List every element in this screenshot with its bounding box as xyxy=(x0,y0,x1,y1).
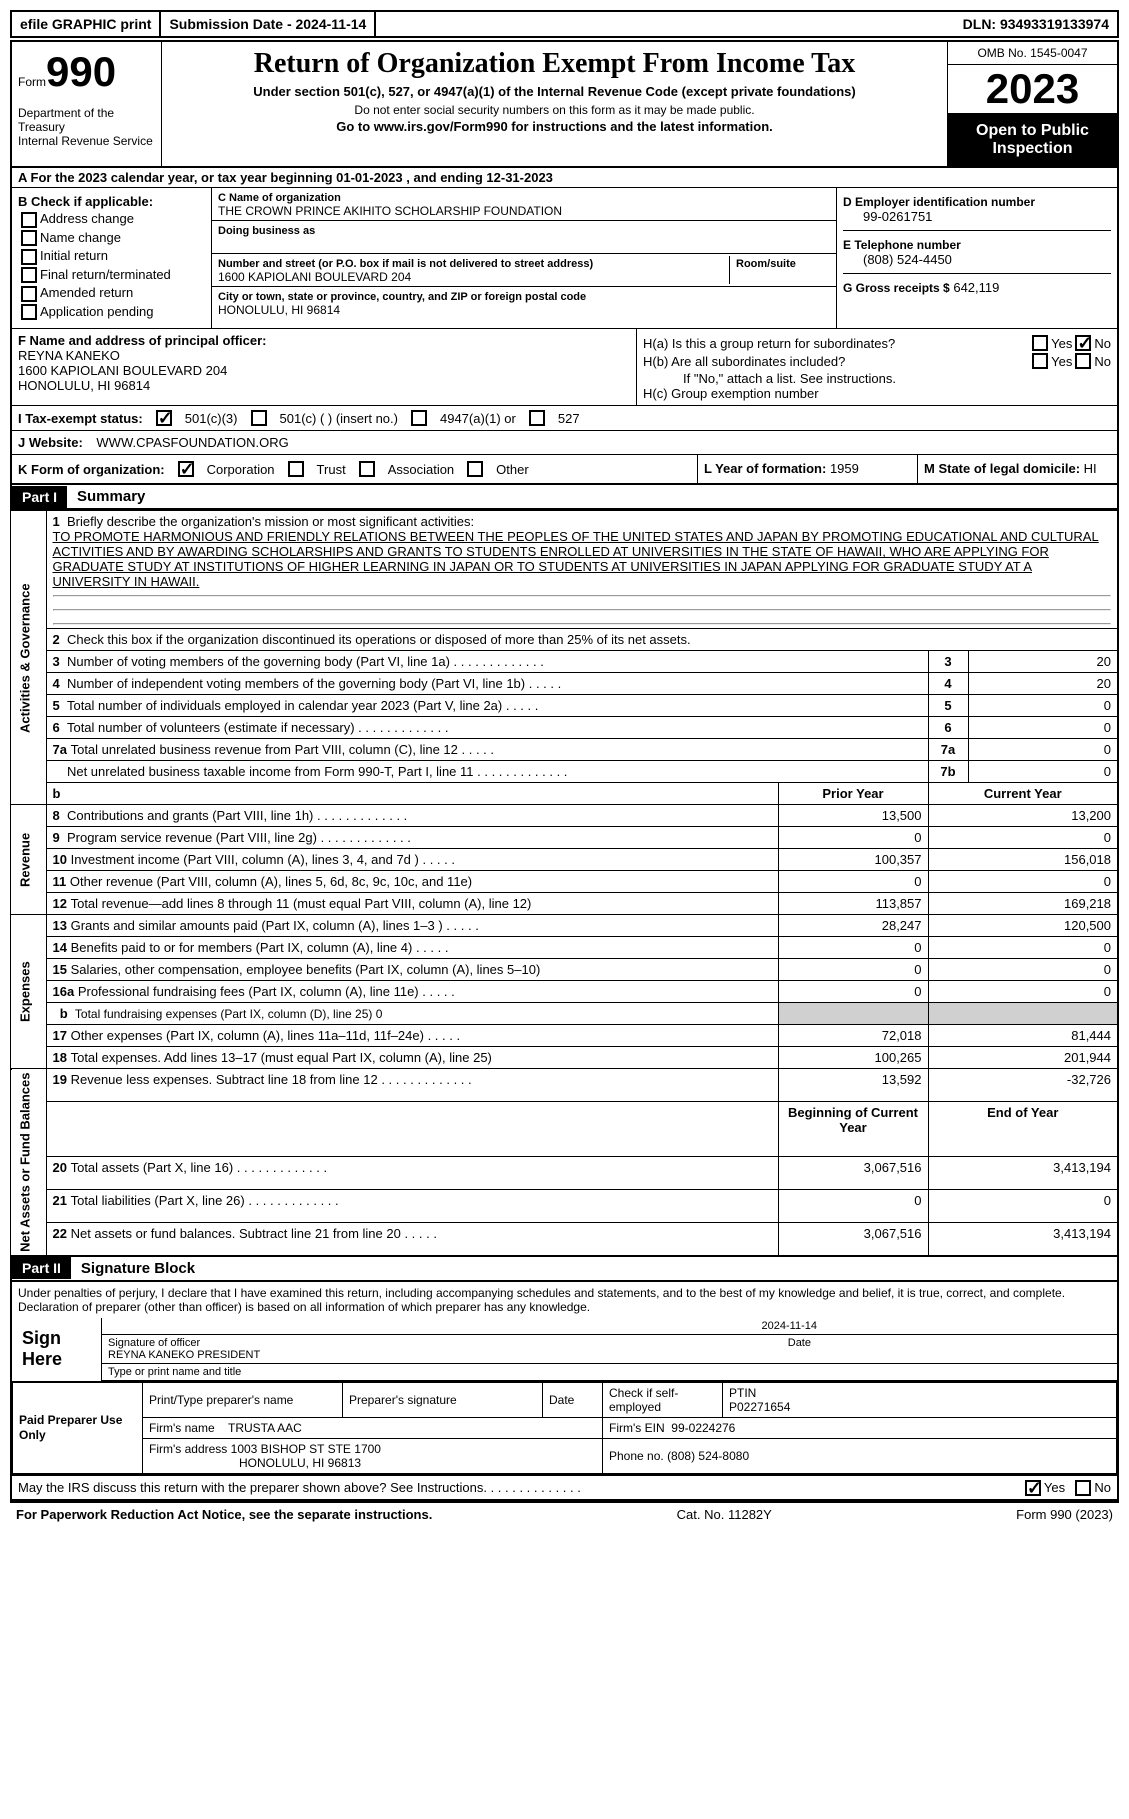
ptin: P02271654 xyxy=(729,1400,790,1414)
mission-text: TO PROMOTE HARMONIOUS AND FRIENDLY RELAT… xyxy=(53,529,1099,589)
submission-date: Submission Date - 2024-11-14 xyxy=(161,12,376,36)
omb-number: OMB No. 1545-0047 xyxy=(948,42,1117,65)
checkbox-hb-no[interactable] xyxy=(1075,353,1091,369)
checkbox-address-change[interactable] xyxy=(21,212,37,228)
checkbox-initial-return[interactable] xyxy=(21,249,37,265)
section-j: J Website: WWW.CPASFOUNDATION.ORG xyxy=(12,430,1117,454)
form-header: Form990 Department of the Treasury Inter… xyxy=(10,40,1119,168)
form-number: 990 xyxy=(46,48,116,95)
sidebar-expenses: Expenses xyxy=(11,915,46,1069)
val-3: 20 xyxy=(968,651,1118,673)
section-f: F Name and address of principal officer:… xyxy=(12,329,637,405)
firm-phone: (808) 524-8080 xyxy=(667,1449,749,1463)
checkbox-527[interactable] xyxy=(529,410,545,426)
val-5: 0 xyxy=(968,695,1118,717)
val-6: 0 xyxy=(968,717,1118,739)
form-title: Return of Organization Exempt From Incom… xyxy=(168,48,941,80)
checkbox-other[interactable] xyxy=(467,461,483,477)
val-7a: 0 xyxy=(968,739,1118,761)
checkbox-discuss-yes[interactable] xyxy=(1025,1480,1041,1496)
checkbox-trust[interactable] xyxy=(288,461,304,477)
section-i: I Tax-exempt status: 501(c)(3) 501(c) ( … xyxy=(12,405,1117,430)
form-subtitle-2: Do not enter social security numbers on … xyxy=(168,103,941,117)
ein: 99-0261751 xyxy=(843,209,932,224)
checkbox-ha-yes[interactable] xyxy=(1032,335,1048,351)
form-link: Go to www.irs.gov/Form990 for instructio… xyxy=(168,119,941,134)
summary-table: Activities & Governance 1 Briefly descri… xyxy=(10,510,1119,1256)
tax-year: 2023 xyxy=(948,65,1117,114)
paid-preparer-label: Paid Preparer Use Only xyxy=(13,1382,143,1473)
gross-receipts: 642,119 xyxy=(953,280,999,295)
officer-signature: REYNA KANEKO PRESIDENT xyxy=(108,1349,260,1361)
val-7b: 0 xyxy=(968,761,1118,783)
section-b-label: B Check if applicable: xyxy=(18,194,205,209)
top-bar: efile GRAPHIC print Submission Date - 20… xyxy=(10,10,1119,38)
sidebar-revenue: Revenue xyxy=(11,805,46,915)
section-b: B Check if applicable: Address change Na… xyxy=(12,188,212,328)
val-4: 20 xyxy=(968,673,1118,695)
street-address: 1600 KAPIOLANI BOULEVARD 204 xyxy=(218,270,411,284)
org-name: THE CROWN PRINCE AKIHITO SCHOLARSHIP FOU… xyxy=(218,204,562,218)
form-label: Form xyxy=(18,75,46,89)
city-state-zip: HONOLULU, HI 96814 xyxy=(218,303,340,317)
checkbox-name-change[interactable] xyxy=(21,230,37,246)
part-1-header: Part I xyxy=(12,486,67,508)
firm-name: TRUSTA AAC xyxy=(228,1421,302,1435)
checkbox-ha-no[interactable] xyxy=(1075,335,1091,351)
efile-label: efile GRAPHIC print xyxy=(12,12,161,36)
row-a-tax-year: A For the 2023 calendar year, or tax yea… xyxy=(12,168,1117,188)
inspection-label: Open to Public Inspection xyxy=(948,114,1117,166)
checkbox-application-pending[interactable] xyxy=(21,304,37,320)
checkbox-4947[interactable] xyxy=(411,410,427,426)
section-k: K Form of organization: Corporation Trus… xyxy=(12,455,697,483)
part-2-title: Signature Block xyxy=(71,1257,205,1280)
perjury-statement: Under penalties of perjury, I declare th… xyxy=(12,1282,1117,1318)
preparer-table: Paid Preparer Use Only Print/Type prepar… xyxy=(12,1382,1117,1474)
officer-name: REYNA KANEKO xyxy=(18,348,120,363)
checkbox-discuss-no[interactable] xyxy=(1075,1480,1091,1496)
section-d: D Employer identification number99-02617… xyxy=(837,188,1117,328)
checkbox-association[interactable] xyxy=(359,461,375,477)
sign-here-label: Sign Here xyxy=(12,1318,102,1381)
sidebar-netassets: Net Assets or Fund Balances xyxy=(11,1069,46,1256)
part-2-header: Part II xyxy=(12,1257,71,1279)
footer: For Paperwork Reduction Act Notice, see … xyxy=(10,1501,1119,1526)
year-formation: 1959 xyxy=(830,461,859,476)
checkbox-501c[interactable] xyxy=(251,410,267,426)
department: Department of the Treasury Internal Reve… xyxy=(18,106,155,148)
firm-address: 1003 BISHOP ST STE 1700 xyxy=(231,1442,381,1456)
website: WWW.CPASFOUNDATION.ORG xyxy=(96,435,288,450)
state-domicile: HI xyxy=(1084,461,1097,476)
checkbox-amended-return[interactable] xyxy=(21,286,37,302)
checkbox-hb-yes[interactable] xyxy=(1032,353,1048,369)
phone: (808) 524-4450 xyxy=(843,252,952,267)
form-subtitle-1: Under section 501(c), 527, or 4947(a)(1)… xyxy=(168,84,941,99)
section-c: C Name of organizationTHE CROWN PRINCE A… xyxy=(212,188,837,328)
part-1-title: Summary xyxy=(67,485,155,508)
firm-ein: 99-0224276 xyxy=(671,1421,735,1435)
sidebar-activities: Activities & Governance xyxy=(11,511,46,805)
section-h: H(a) Is this a group return for subordin… xyxy=(637,329,1117,405)
dln: DLN: 93493319133974 xyxy=(955,12,1117,36)
checkbox-501c3[interactable] xyxy=(156,410,172,426)
discuss-row: May the IRS discuss this return with the… xyxy=(10,1476,1119,1501)
checkbox-final-return[interactable] xyxy=(21,267,37,283)
checkbox-corporation[interactable] xyxy=(178,461,194,477)
